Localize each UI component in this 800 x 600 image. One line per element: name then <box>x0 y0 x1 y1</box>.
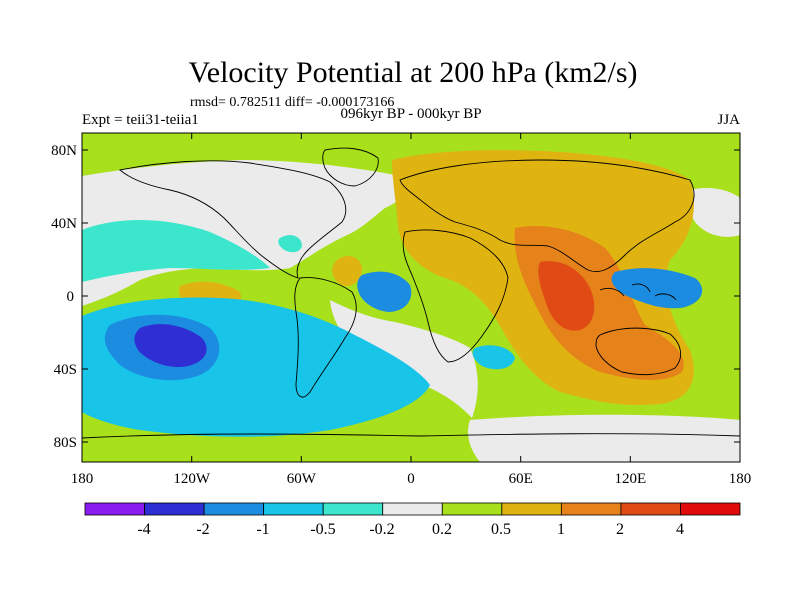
grey-region-atlantic <box>330 300 478 418</box>
negative-region-core <box>134 324 207 368</box>
negative-region-west-atlantic-small <box>278 235 302 253</box>
map-title: Velocity Potential at 200 hPa (km2/s) <box>188 56 637 89</box>
colorbar-label: 1 <box>557 521 565 538</box>
coastline-australia <box>595 327 681 376</box>
experiment-label: Expt = teii31-teiia1 <box>82 112 199 128</box>
colorbar-label: -2 <box>196 521 209 538</box>
colorbar-label: -0.5 <box>310 521 335 538</box>
lon-label: 120E <box>614 471 646 487</box>
colorbar-label: 4 <box>676 521 684 538</box>
coastline-africa <box>402 229 509 363</box>
period-label: 096kyr BP - 000kyr BP <box>340 106 481 122</box>
season-label: JJA <box>717 112 740 128</box>
grey-region-west <box>82 160 404 306</box>
grey-region-pacific-east <box>687 187 740 237</box>
positive-region-south-america <box>332 256 362 287</box>
colorbar-box <box>680 502 741 516</box>
colorbar-label: -1 <box>256 521 269 538</box>
negative-region-atlantic <box>357 271 412 312</box>
coastlines <box>82 147 740 439</box>
longitude-axis: 180 120W 60W 0 60E 120E 180 <box>71 133 752 487</box>
colorbar-label: -4 <box>137 521 150 538</box>
coastline-south-america <box>294 277 357 398</box>
colorbar-label: 2 <box>616 521 624 538</box>
coastline-maritime-islands <box>599 283 677 301</box>
colorbar-boxes <box>84 502 741 516</box>
negative-region-maritime-continent <box>611 268 703 309</box>
lon-label: 60E <box>509 471 533 487</box>
lat-label: 40N <box>51 216 77 232</box>
colorbar-box <box>84 502 145 516</box>
lat-label: 40S <box>54 362 77 378</box>
lon-label: 120W <box>173 471 211 487</box>
colorbar-box <box>382 502 443 516</box>
map-area <box>82 133 740 462</box>
coastline-north-america <box>118 160 347 279</box>
lon-label: 60W <box>287 471 317 487</box>
colorbar-box <box>560 502 622 516</box>
colorbar-box <box>144 502 205 516</box>
colorbar: -4 -2 -1 -0.5 -0.2 0.2 0.5 1 2 4 <box>84 502 741 538</box>
colorbar-labels: -4 -2 -1 -0.5 -0.2 0.2 0.5 1 2 4 <box>137 521 684 538</box>
lat-label: 80N <box>51 143 77 159</box>
lat-label: 80S <box>54 435 77 451</box>
colorbar-box <box>620 502 681 516</box>
latitude-axis: 80N 40N 0 40S 80S <box>51 143 740 451</box>
colorbar-box <box>203 502 265 516</box>
colorbar-label: 0.5 <box>491 521 511 538</box>
colorbar-box <box>263 502 324 516</box>
colorbar-label: 0.2 <box>432 521 452 538</box>
lat-label: 0 <box>67 289 75 305</box>
positive-region-core <box>538 261 595 331</box>
negative-region-central-pacific <box>82 220 270 282</box>
colorbar-box <box>441 502 503 516</box>
colorbar-box <box>501 502 562 516</box>
negative-region-south-atlantic <box>472 345 515 370</box>
lon-label: 180 <box>71 471 94 487</box>
stats-text: rmsd= 0.782511 diff= -0.000173166 <box>190 95 394 110</box>
lon-label: 0 <box>407 471 415 487</box>
colorbar-label: -0.2 <box>369 521 394 538</box>
coastline-antarctica <box>82 433 740 439</box>
lon-label: 180 <box>729 471 752 487</box>
grey-region-southern-ocean <box>468 414 740 462</box>
coastline-eurasia <box>399 159 695 273</box>
colorbar-box <box>322 502 384 516</box>
coastline-greenland <box>322 147 379 187</box>
